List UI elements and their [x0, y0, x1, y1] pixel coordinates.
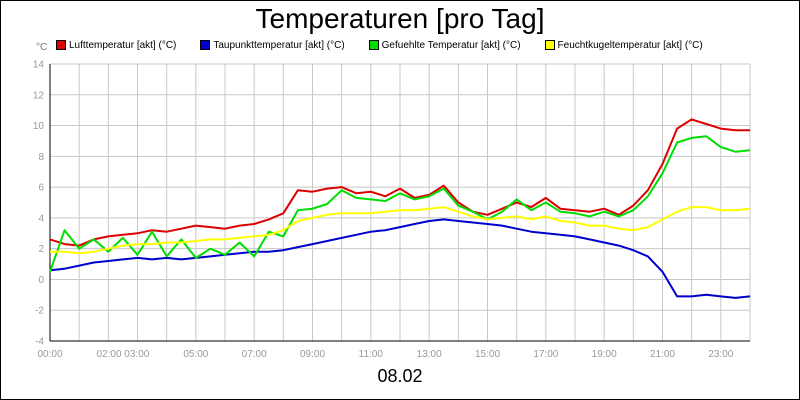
chart-title: Temperaturen [pro Tag] [255, 3, 545, 34]
legend-item-lufttemperatur: Lufttemperatur [akt] (°C) [56, 38, 176, 52]
series-line-2 [49, 135, 751, 273]
y-tick-label: -2 [35, 306, 44, 317]
legend: Lufttemperatur [akt] (°C) Taupunkttemper… [56, 38, 727, 52]
legend-swatch [368, 40, 379, 50]
y-tick-label: 12 [33, 90, 45, 101]
x-tick-label: 09:00 [300, 349, 325, 360]
y-tick-label: 6 [38, 183, 44, 194]
legend-label: Taupunkttemperatur [akt] (°C) [213, 39, 345, 51]
y-tick-label: 8 [38, 152, 44, 163]
legend-item-taupunkttemperatur: Taupunkttemperatur [akt] (°C) [200, 38, 345, 52]
y-tick-label: 2 [38, 244, 44, 255]
y-tick-label: 10 [33, 121, 45, 132]
x-tick-label: 13:00 [417, 349, 442, 360]
legend-label: Feuchtkugeltemperatur [akt] (°C) [557, 39, 703, 51]
legend-label: Gefuehlte Temperatur [akt] (°C) [381, 39, 521, 51]
x-tick-label: 07:00 [242, 349, 267, 360]
legend-label: Lufttemperatur [akt] (°C) [69, 39, 177, 51]
x-tick-label: 00:00 [37, 349, 62, 360]
x-tick-label: 21:00 [650, 349, 675, 360]
legend-item-feuchtkugeltemperatur: Feuchtkugeltemperatur [akt] (°C) [544, 38, 703, 52]
series-line-0 [49, 118, 750, 247]
y-tick-label: 14 [33, 60, 45, 71]
x-tick-label: 11:00 [359, 349, 384, 360]
series-line-3 [50, 206, 751, 255]
x-tick-label: 02:00 03:00 [97, 349, 150, 360]
x-tick-label: 17:00 [533, 349, 558, 360]
date-label: 08.02 [377, 366, 423, 386]
x-tick-label: 05:00 [183, 349, 208, 360]
y-tick-label: 0 [38, 275, 44, 286]
legend-swatch [56, 40, 66, 50]
x-tick-label: 19:00 [592, 349, 617, 360]
legend-swatch [200, 40, 211, 50]
series-line-1 [49, 218, 751, 299]
y-tick-label: -4 [35, 337, 44, 348]
x-tick-label: 15:00 [475, 349, 500, 360]
y-unit-label: °C [36, 42, 48, 53]
legend-swatch [544, 40, 555, 50]
legend-item-gefuehlte-temperatur: Gefuehlte Temperatur [akt] (°C) [368, 38, 521, 52]
y-tick-label: 4 [38, 213, 44, 224]
x-tick-label: 23:00 [708, 349, 733, 360]
